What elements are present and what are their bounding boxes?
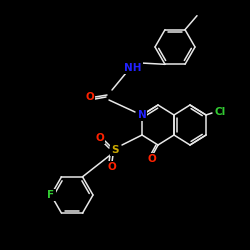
Text: S: S	[111, 145, 119, 155]
Text: NH: NH	[124, 63, 142, 73]
Text: O: O	[108, 162, 116, 172]
Text: O: O	[148, 154, 156, 164]
Text: O: O	[96, 133, 104, 143]
Text: O: O	[86, 92, 94, 102]
Text: Cl: Cl	[214, 107, 226, 117]
Text: N: N	[138, 110, 146, 120]
Text: F: F	[48, 190, 54, 200]
